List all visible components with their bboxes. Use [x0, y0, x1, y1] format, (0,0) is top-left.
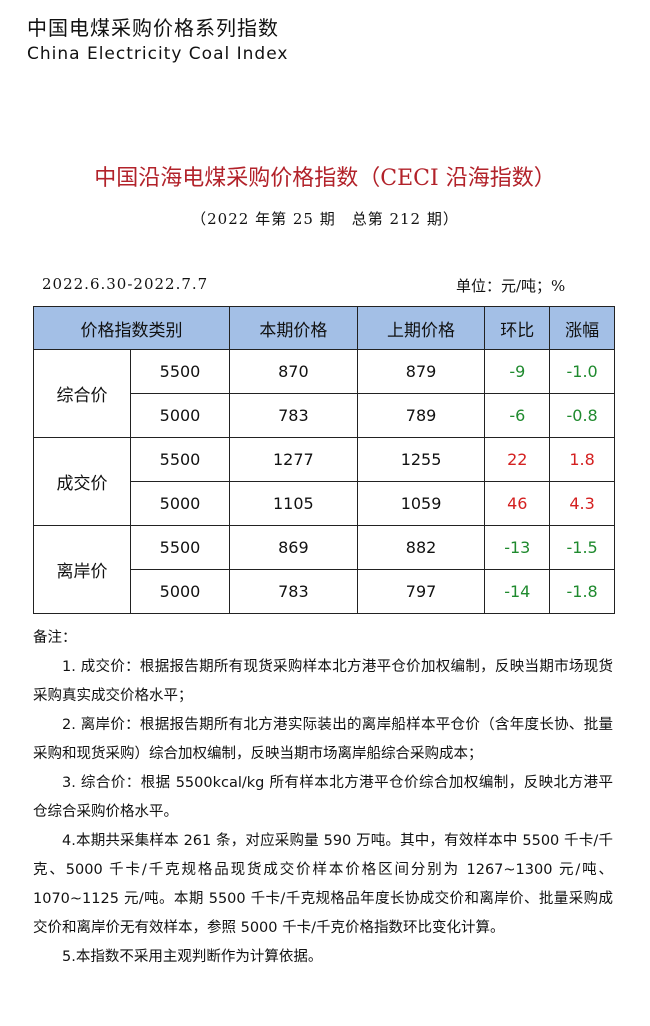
grade-cell: 5500 — [130, 525, 230, 570]
note-item: 2. 离岸价：根据报告期所有北方港实际装出的离岸船样本平仓价（含年度长协、批量采… — [33, 717, 613, 762]
note-item: 3. 综合价：根据 5500kcal/kg 所有样本北方港平仓价综合加权编制，反… — [33, 775, 613, 820]
note-item: 1. 成交价：根据报告期所有现货采购样本北方港平仓价加权编制，反映当期市场现货采… — [33, 659, 613, 704]
category-cell: 离岸价 — [33, 525, 131, 614]
mom-change-cell: -14 — [484, 569, 551, 614]
pct-change-cell: -1.0 — [549, 349, 615, 394]
grade-cell: 5000 — [130, 481, 230, 526]
pct-change-cell: -1.5 — [549, 525, 615, 570]
previous-price-cell: 1059 — [356, 481, 486, 526]
current-price-cell: 783 — [229, 393, 358, 438]
table-header-row: 价格指数类别 本期价格 上期价格 环比 涨幅 — [33, 306, 615, 350]
grade-cell: 5000 — [130, 569, 230, 614]
category-cell: 综合价 — [33, 349, 131, 438]
grade-cell: 5500 — [130, 349, 230, 394]
current-price-cell: 1105 — [229, 481, 358, 526]
pct-change-cell: -0.8 — [549, 393, 615, 438]
table-row: 5000 783 789 -6 -0.8 — [34, 393, 615, 438]
grade-cell: 5500 — [130, 437, 230, 482]
series-title: 中国电煤采购价格系列指数 — [27, 16, 279, 40]
date-range: 2022.6.30-2022.7.7 — [42, 275, 209, 293]
grade-cell: 5000 — [130, 393, 230, 438]
note-item: 4.本期共采集样本 261 条，对应采购量 590 万吨。其中，有效样本中 55… — [33, 833, 613, 936]
header-current: 本期价格 — [229, 306, 358, 350]
current-price-cell: 870 — [229, 349, 358, 394]
table-row: 5000 1105 1059 46 4.3 — [34, 481, 615, 526]
mom-change-cell: -9 — [484, 349, 551, 394]
header-category: 价格指数类别 — [33, 306, 230, 350]
pct-change-cell: -1.8 — [549, 569, 615, 614]
previous-price-cell: 879 — [356, 349, 486, 394]
note-item: 5.本指数不采用主观判断作为计算依据。 — [62, 949, 323, 965]
category-cell: 成交价 — [33, 437, 131, 526]
mom-change-cell: 22 — [484, 437, 551, 482]
current-price-cell: 869 — [229, 525, 358, 570]
table-row: 综合价 5500 870 879 -9 -1.0 — [33, 349, 615, 438]
notes-section: 备注： 1. 成交价：根据报告期所有现货采购样本北方港平仓价加权编制，反映当期市… — [33, 624, 613, 972]
mom-change-cell: -13 — [484, 525, 551, 570]
header-mom: 环比 — [484, 306, 551, 350]
header-previous: 上期价格 — [356, 306, 486, 350]
table-row: 5000 783 797 -14 -1.8 — [34, 569, 615, 614]
series-title-en: China Electricity Coal Index — [27, 44, 289, 64]
notes-heading: 备注： — [33, 630, 77, 646]
previous-price-cell: 882 — [356, 525, 486, 570]
page-title: 中国沿海电煤采购价格指数（CECI 沿海指数） — [94, 166, 556, 191]
issue-number: （2022 年第 25 期 总第 212 期） — [191, 210, 459, 228]
unit-label: 单位：元/吨；% — [456, 277, 566, 295]
previous-price-cell: 789 — [356, 393, 486, 438]
previous-price-cell: 797 — [356, 569, 486, 614]
mom-change-cell: -6 — [484, 393, 551, 438]
table-row: 离岸价 5500 869 882 -13 -1.5 — [33, 525, 615, 614]
current-price-cell: 783 — [229, 569, 358, 614]
price-index-table: 价格指数类别 本期价格 上期价格 环比 涨幅 综合价 5500 870 879 -9 -1… — [33, 306, 615, 614]
current-price-cell: 1277 — [229, 437, 358, 482]
header-pct: 涨幅 — [549, 306, 615, 350]
pct-change-cell: 1.8 — [549, 437, 615, 482]
pct-change-cell: 4.3 — [549, 481, 615, 526]
mom-change-cell: 46 — [484, 481, 551, 526]
previous-price-cell: 1255 — [356, 437, 486, 482]
table-row: 成交价 5500 1277 1255 22 1.8 — [33, 437, 615, 526]
